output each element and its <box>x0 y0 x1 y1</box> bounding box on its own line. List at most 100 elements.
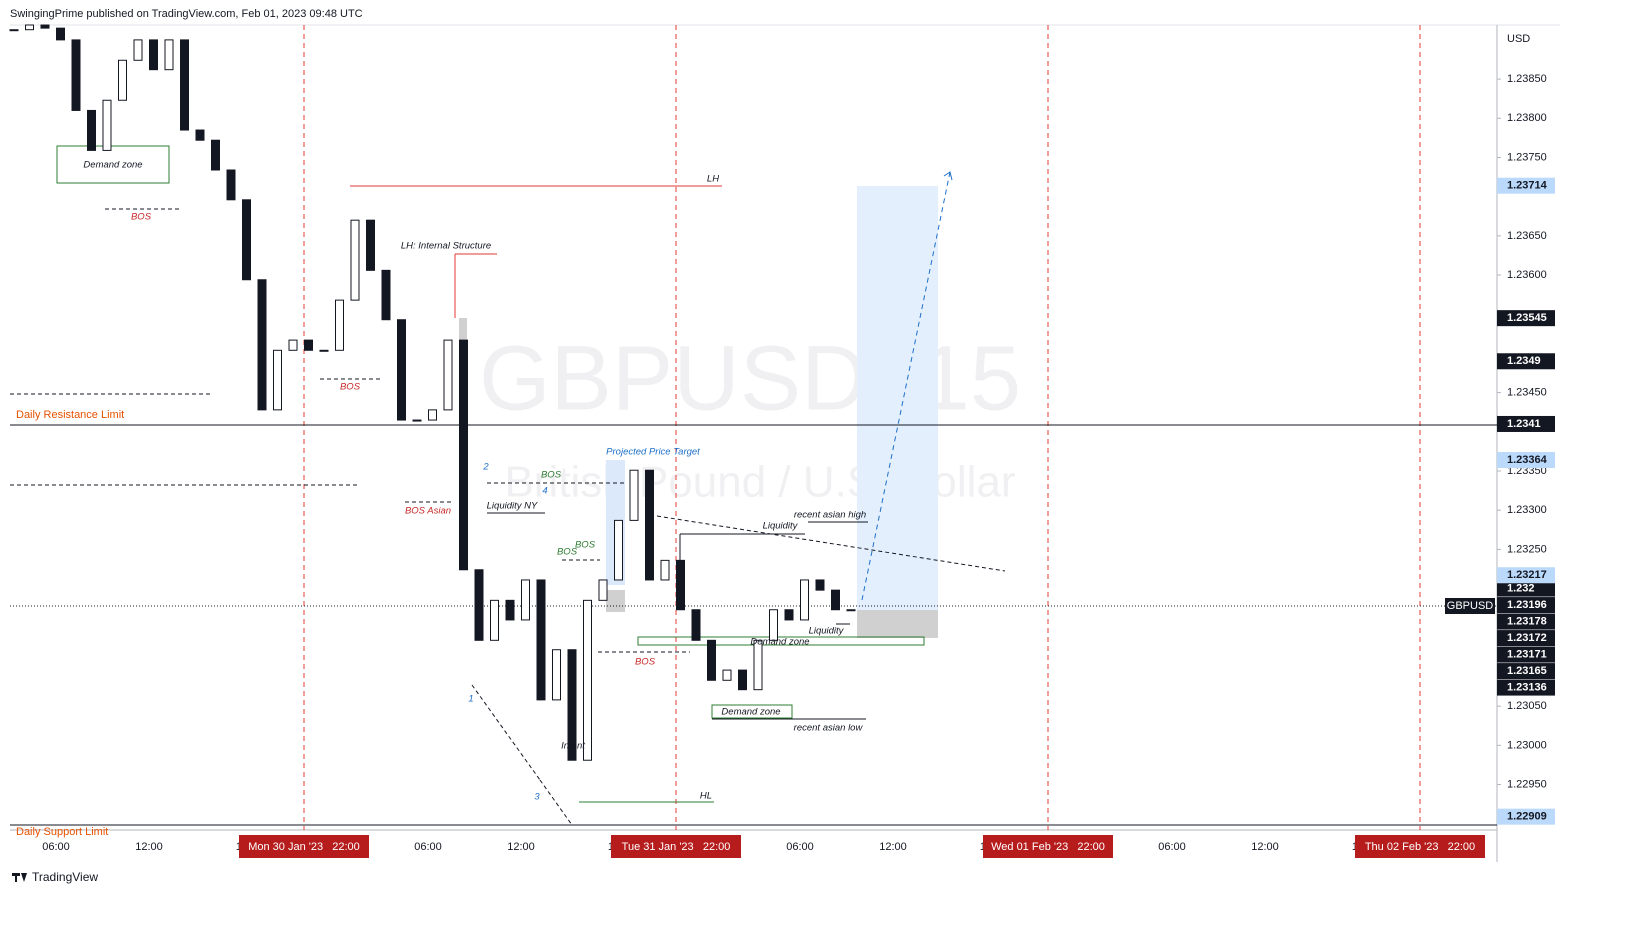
x-tick-label: 06:00 <box>1158 841 1186 853</box>
annotation: 2 <box>482 462 489 473</box>
candle <box>412 419 422 422</box>
annotation: BOS <box>340 382 361 393</box>
candle <box>536 579 546 701</box>
header: SwingingPrime published on TradingView.c… <box>10 8 363 20</box>
candle <box>87 109 96 151</box>
arrow-head <box>943 171 953 181</box>
candle <box>226 169 236 201</box>
candle <box>629 469 639 521</box>
price-tag <box>1497 663 1555 680</box>
annotation: BOS <box>541 470 562 481</box>
day-separators <box>303 25 1421 830</box>
watermark: GBPUSD, 15 <box>479 327 1021 429</box>
candle <box>459 339 468 571</box>
zone-box <box>459 318 467 360</box>
candle <box>676 559 685 611</box>
y-tick-label: 1.23650 <box>1507 230 1547 242</box>
projection-arrow <box>861 171 951 601</box>
candle <box>133 39 143 61</box>
candle <box>56 27 65 41</box>
annotation: 1 <box>468 694 473 705</box>
price-tag-label: 1.23196 <box>1507 599 1547 611</box>
annotation: Demand zone <box>83 160 142 171</box>
date-tag <box>983 835 1113 858</box>
price-tag-label: 1.23545 <box>1507 312 1547 324</box>
candle <box>738 669 747 691</box>
candle <box>815 579 825 591</box>
candle <box>381 269 391 321</box>
annotation: BOS <box>557 547 578 558</box>
y-tick-label: 1.23300 <box>1507 504 1547 516</box>
demand-zones <box>56 145 925 803</box>
annotation: Demand zone <box>721 707 780 718</box>
x-tick-label: 12:00 <box>1251 841 1279 853</box>
annotation: Projected Price Target <box>606 447 700 458</box>
price-tag-label: 1.22909 <box>1507 811 1547 823</box>
candle <box>164 39 174 71</box>
annotations: Demand zone BOS BOS LH LH: Internal Stru… <box>16 160 866 838</box>
date-label: Wed 01 Feb '23 22:00 <box>991 841 1105 853</box>
annotation: BOS Asian <box>405 506 451 517</box>
projection-stop <box>606 590 625 612</box>
price-tag-label: 1.23217 <box>1507 569 1547 581</box>
price-tag <box>1497 630 1555 647</box>
y-tick-label: 1.23600 <box>1507 269 1547 281</box>
price-tag-label: 1.23172 <box>1507 632 1547 644</box>
annotation: Daily Support Limit <box>16 826 108 838</box>
price-tag-label: 1.23136 <box>1507 681 1547 693</box>
candle <box>645 469 654 581</box>
annotation: BOS <box>575 540 596 551</box>
y-tick-label: 1.23850 <box>1507 73 1547 85</box>
candle <box>71 39 81 111</box>
candle <box>521 579 530 621</box>
price-tag-label: 1.23171 <box>1507 648 1547 660</box>
annotation: HL <box>700 791 712 802</box>
candle <box>118 59 127 101</box>
y-tick-label: 1.23750 <box>1507 151 1547 163</box>
x-tick-label: 06:00 <box>42 841 70 853</box>
price-tag-label: 1.2341 <box>1507 418 1541 430</box>
x-tick-label: 12:00 <box>879 841 907 853</box>
candle <box>753 639 763 691</box>
candle <box>242 199 251 281</box>
annotation: recent asian low <box>794 723 864 734</box>
price-tag <box>1497 808 1555 825</box>
candle <box>195 129 205 141</box>
candle <box>319 349 329 352</box>
candle <box>567 649 577 761</box>
price-tag-label: 1.232 <box>1507 582 1535 594</box>
candle <box>800 579 809 621</box>
price-tag <box>1497 310 1555 327</box>
candle <box>614 519 623 581</box>
candle <box>598 579 608 601</box>
price-tag <box>1497 353 1555 370</box>
candle <box>180 39 189 131</box>
candle <box>552 649 561 701</box>
candle <box>660 559 670 581</box>
annotation: LH: Internal Structure <box>401 241 491 252</box>
annotation: 3 <box>534 792 540 803</box>
candle <box>831 589 840 611</box>
price-tag <box>1497 580 1555 597</box>
date-tag <box>239 835 369 858</box>
price-tag-label: 1.23178 <box>1507 615 1547 627</box>
candle <box>397 319 406 421</box>
price-tag-label: 1.23364 <box>1507 454 1548 466</box>
price-tag <box>1497 679 1555 696</box>
candles <box>9 24 856 761</box>
candle <box>784 609 794 621</box>
stop-box <box>857 610 938 638</box>
currency: USD <box>1507 33 1530 45</box>
annotation: BOS <box>635 657 656 668</box>
price-tag <box>1497 177 1555 194</box>
annotation: Demand zone <box>750 637 809 648</box>
candle <box>505 599 515 621</box>
logo <box>12 873 27 882</box>
candle <box>25 24 34 31</box>
date-tag <box>1355 835 1485 858</box>
price-tag <box>1497 597 1555 614</box>
date-label: Tue 31 Jan '23 22:00 <box>622 841 731 853</box>
candle <box>474 569 484 641</box>
y-tick-label: 1.23800 <box>1507 112 1547 124</box>
x-tick-label: 12:00 <box>507 841 535 853</box>
